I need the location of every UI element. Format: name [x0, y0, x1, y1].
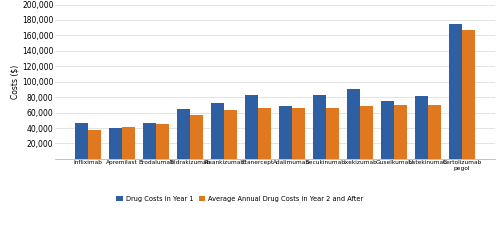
Bar: [88, 130, 101, 159]
Bar: [75, 123, 88, 159]
Bar: [258, 108, 271, 159]
Bar: [177, 109, 190, 159]
Bar: [313, 95, 326, 159]
Legend: Drug Costs in Year 1, Average Annual Drug Costs in Year 2 and After: Drug Costs in Year 1, Average Annual Dru…: [116, 196, 363, 202]
Bar: [347, 89, 360, 159]
Bar: [211, 103, 224, 159]
Bar: [462, 30, 475, 159]
Bar: [428, 105, 441, 159]
Bar: [122, 127, 135, 159]
Bar: [190, 115, 203, 159]
Bar: [156, 124, 169, 159]
Bar: [326, 108, 339, 159]
Bar: [415, 96, 428, 159]
Bar: [279, 106, 292, 159]
Bar: [394, 105, 407, 159]
Y-axis label: Costs ($): Costs ($): [10, 65, 20, 99]
Bar: [245, 95, 258, 159]
Bar: [292, 108, 305, 159]
Bar: [360, 106, 373, 159]
Bar: [381, 101, 394, 159]
Bar: [109, 128, 122, 159]
Bar: [143, 123, 156, 159]
Bar: [449, 24, 462, 159]
Bar: [224, 109, 237, 159]
